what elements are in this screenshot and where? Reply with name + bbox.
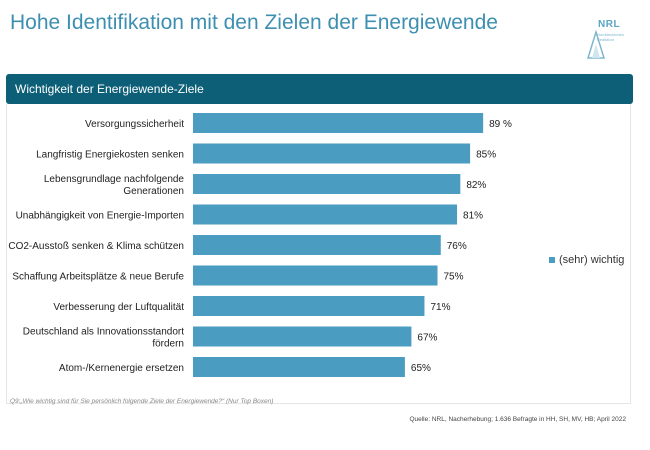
- category-label: Langfristig Energiekosten senken: [36, 150, 184, 161]
- chart-panel: 89 % Versorgungssicherheit 85% Langfristig …: [6, 104, 631, 404]
- legend-swatch: [549, 257, 555, 264]
- value-label: 85%: [476, 150, 496, 161]
- category-label: Lebensgrundlage nachfolgende Generationen: [44, 174, 185, 197]
- bar: [193, 204, 458, 225]
- question-footnote: Q9:„Wie wichtig sind für Sie persönlich …: [10, 398, 274, 405]
- legend-label: (sehr) wichtig: [559, 254, 625, 266]
- bar: [193, 357, 405, 377]
- bar: [193, 265, 438, 286]
- bar: [193, 143, 471, 164]
- bar: [193, 235, 441, 255]
- category-label: Atom-/Kernenergie ersetzen: [59, 363, 184, 374]
- bar: [193, 174, 461, 194]
- logo-subtitle-line2: Reallabor: [597, 37, 615, 42]
- bar: [193, 326, 412, 347]
- source-note: Quelle: NRL, Nacherhebung; 1.636 Befragt…: [409, 416, 626, 423]
- value-label: 81%: [463, 211, 483, 222]
- bar-chart: 89 % Versorgungssicherheit 85% Langfristig …: [8, 113, 512, 377]
- logo-subtitle: Norddeutsches Reallabor: [597, 32, 624, 42]
- value-label: 89 %: [489, 119, 512, 130]
- category-label: Verbesserung der Luftqualität: [53, 302, 184, 313]
- value-label: 67%: [417, 333, 437, 344]
- value-label: 76%: [447, 241, 467, 252]
- category-label: Deutschland als Innovationsstandort förde…: [23, 327, 184, 350]
- nrl-logo: [586, 29, 606, 59]
- category-label: Unabhängigkeit von Energie-Importen: [16, 211, 184, 222]
- category-label: Schaffung Arbeitsplätze & neue Berufe: [12, 272, 184, 283]
- bar: [193, 296, 425, 316]
- value-label: 65%: [411, 363, 431, 374]
- bar: [193, 113, 484, 133]
- category-label: Versorgungssicherheit: [85, 119, 184, 130]
- category-label: CO2-Ausstoß senken & Klima schützen: [8, 241, 184, 252]
- logo-name: NRL: [598, 19, 621, 30]
- chart-legend: (sehr) wichtig: [549, 254, 624, 266]
- value-label: 82%: [466, 180, 486, 191]
- logo-subtitle-line1: Norddeutsches: [597, 32, 624, 37]
- value-label: 75%: [444, 272, 464, 283]
- value-label: 71%: [430, 302, 450, 313]
- section-header: Wichtigkeit der Energiewende-Ziele: [6, 74, 633, 104]
- page-title: Hohe Identifikation mit den Zielen der E…: [10, 11, 498, 34]
